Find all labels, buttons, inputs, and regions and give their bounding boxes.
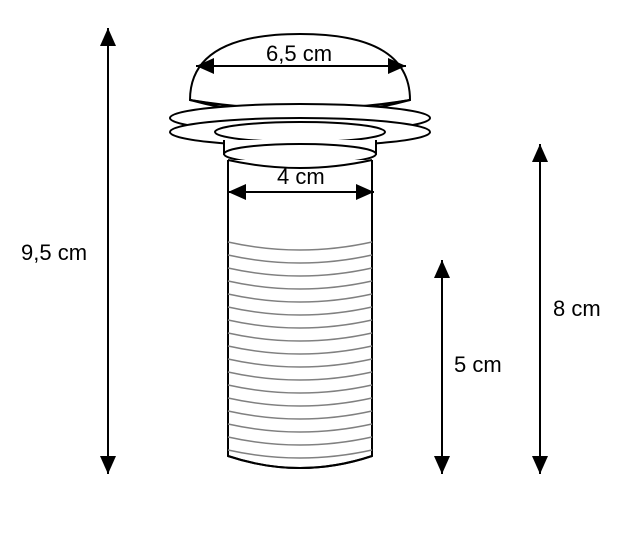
label-8cm: 8 cm: [553, 296, 601, 322]
diagram-canvas: 9,5 cm 6,5 cm 4 cm 5 cm 8 cm: [0, 0, 621, 542]
label-cap-dia: 6,5 cm: [266, 41, 332, 67]
label-total-height: 9,5 cm: [21, 240, 87, 266]
drain-drawing: [0, 0, 621, 542]
drain-object: [170, 34, 430, 468]
label-tube-dia: 4 cm: [277, 164, 325, 190]
label-5cm: 5 cm: [454, 352, 502, 378]
tube-body: [228, 160, 372, 468]
